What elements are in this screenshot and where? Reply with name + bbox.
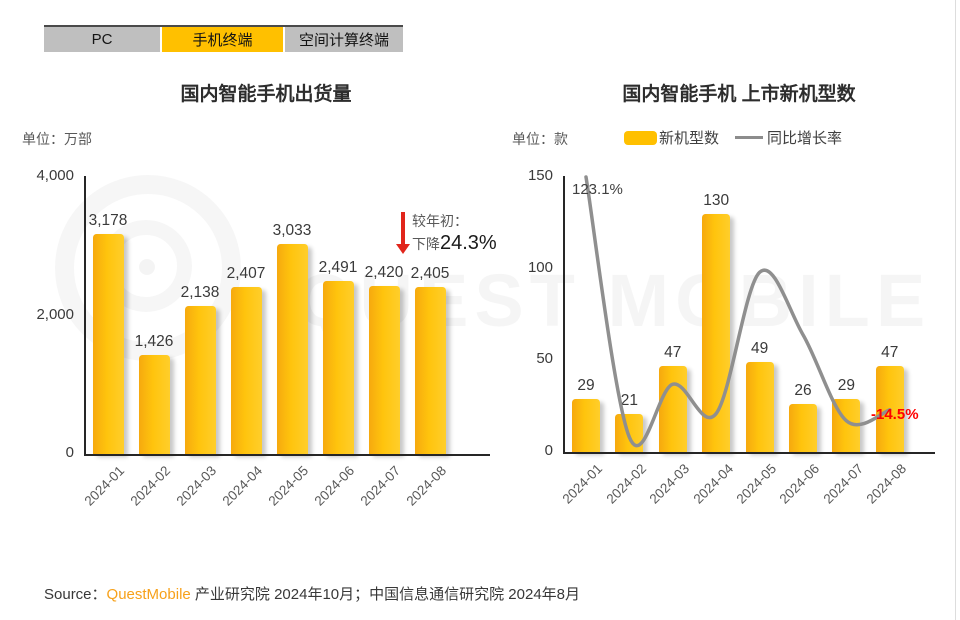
bar-value-label: 1,426 xyxy=(134,333,174,351)
shipments-unit-label: 单位：万部 xyxy=(22,131,92,147)
new-models-x-axis xyxy=(563,452,935,454)
bar-value-label: 47 xyxy=(664,343,682,361)
y-axis-tick-label: 150 xyxy=(527,167,553,184)
bar-2024-05 xyxy=(276,243,308,454)
bar-value-label: 2,491 xyxy=(318,259,358,277)
bar-value-label: 130 xyxy=(703,191,730,209)
tab-mobile-terminal[interactable]: 手机终端 xyxy=(162,27,283,52)
source-suffix: 产业研究院 2024年10月；中国信息通信研究院 2024年8月 xyxy=(190,586,581,603)
bar-value-label: 47 xyxy=(881,343,899,361)
x-axis-label: 2024-02 xyxy=(603,461,650,507)
legend-bar-label: 新机型数 xyxy=(659,130,720,147)
new-models-chart-title: 国内智能手机 上市新机型数 xyxy=(622,84,856,105)
bar-2024-07 xyxy=(368,286,400,454)
bar-2024-04 xyxy=(702,213,731,452)
tab-pc[interactable]: PC xyxy=(44,27,160,52)
bar-value-label: 29 xyxy=(577,376,595,394)
decline-percentage: 24.3% xyxy=(440,232,497,254)
bar-value-label: 3,178 xyxy=(88,211,128,229)
new-models-y-axis xyxy=(563,176,565,454)
source-prefix: Source： xyxy=(44,586,107,603)
shipments-x-axis xyxy=(84,454,490,456)
bar-2024-05 xyxy=(745,362,774,452)
bar-2024-03 xyxy=(658,365,687,452)
x-axis-label: 2024-04 xyxy=(690,461,736,507)
new-models-unit-label: 单位：款 xyxy=(512,131,568,147)
legend-bar-swatch-icon xyxy=(624,130,657,145)
bar-value-label: 3,033 xyxy=(272,221,312,239)
source-line: Source：QuestMobile 产业研究院 2024年10月；中国信息通信… xyxy=(44,583,580,604)
x-axis-label: 2024-03 xyxy=(646,461,693,507)
y-axis-tick-label: 0 xyxy=(544,442,553,459)
bar-2024-03 xyxy=(184,305,216,454)
source-brand: QuestMobile xyxy=(106,586,191,603)
x-axis-label: 2024-05 xyxy=(733,461,780,507)
bar-2024-07 xyxy=(832,398,861,452)
slide-right-edge-divider xyxy=(955,0,956,620)
decline-annotation-line1: 较年初： xyxy=(412,213,468,229)
bar-value-label: 2,420 xyxy=(364,264,404,282)
bar-value-label: 49 xyxy=(750,340,769,358)
bar-value-label: 26 xyxy=(794,382,812,400)
decline-arrow-icon xyxy=(401,212,405,245)
bar-value-label: 29 xyxy=(837,376,856,394)
y-axis-tick-label: 2,000 xyxy=(36,305,74,323)
y-axis-tick-label: 0 xyxy=(65,444,74,461)
shipments-chart-title: 国内智能手机出货量 xyxy=(180,84,352,105)
bar-2024-02 xyxy=(615,413,644,452)
legend-line-swatch-icon xyxy=(735,136,764,139)
y-axis-tick-label: 50 xyxy=(536,350,553,368)
bar-value-label: 21 xyxy=(620,391,639,409)
bar-2024-04 xyxy=(230,287,262,454)
shipments-y-axis xyxy=(84,176,86,456)
x-axis-label: 2024-01 xyxy=(559,461,606,507)
watermark-logo-dot-icon xyxy=(139,259,155,275)
legend-line-label: 同比增长率 xyxy=(767,130,843,147)
x-axis-label: 2024-07 xyxy=(820,461,867,507)
decline-annotation-line2: 下降24.3% xyxy=(412,232,497,254)
x-axis-label: 2024-06 xyxy=(776,461,823,507)
device-type-tabs: PC 手机终端 空间计算终端 xyxy=(44,25,403,52)
y-axis-tick-label: 100 xyxy=(527,258,553,276)
tab-spatial-computing-terminal[interactable]: 空间计算终端 xyxy=(285,27,403,52)
bar-2024-08 xyxy=(414,287,446,454)
bar-2024-06 xyxy=(789,404,817,452)
bar-value-label: 2,138 xyxy=(180,283,220,301)
bar-2024-01 xyxy=(92,233,124,454)
x-axis-label: 2024-08 xyxy=(863,461,910,507)
new-models-legend: 新机型数 同比增长率 xyxy=(624,127,842,148)
bar-2024-01 xyxy=(572,398,600,452)
bar-2024-06 xyxy=(322,281,354,454)
bar-2024-02 xyxy=(138,355,170,454)
y-axis-tick-label: 4,000 xyxy=(36,167,74,184)
yoy-first-point-label: 123.1% xyxy=(572,181,623,198)
bar-value-label: 2,405 xyxy=(410,265,450,283)
yoy-last-point-label: -14.5% xyxy=(871,406,919,423)
decline-arrow-head-icon xyxy=(396,244,410,254)
bar-value-label: 2,407 xyxy=(226,265,266,283)
